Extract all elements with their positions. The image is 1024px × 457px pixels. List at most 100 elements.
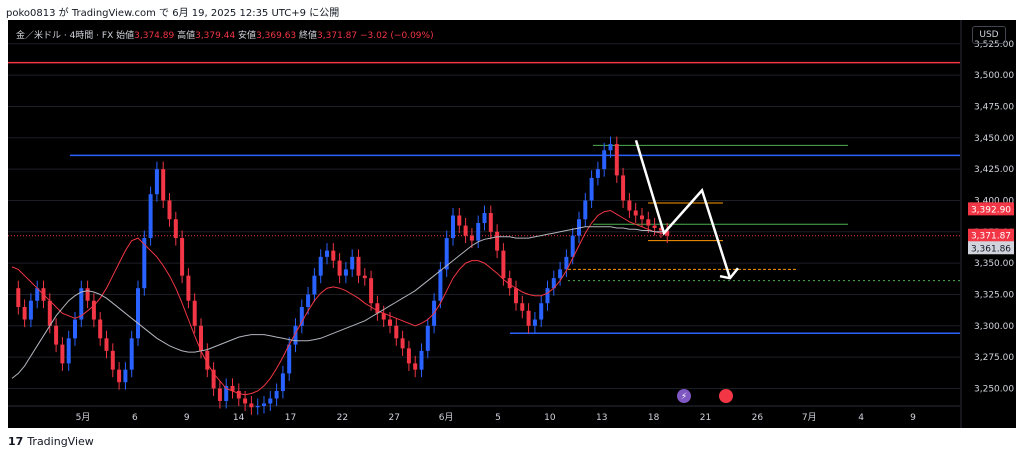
- candle-body: [551, 278, 556, 289]
- candle-body: [463, 225, 468, 236]
- y-tick-label: 3,275.00: [974, 353, 1014, 363]
- candle-body: [589, 177, 594, 201]
- candle-body: [451, 215, 455, 239]
- price-chart[interactable]: 金／米ドル · 4時間 · FX 始値3,374.89 高値3,379.44 安…: [8, 20, 1016, 428]
- candle-body: [54, 325, 59, 345]
- candle-body: [293, 325, 298, 345]
- candle-body: [570, 235, 575, 257]
- candle-body: [564, 256, 569, 270]
- us-flag-icon: [719, 389, 733, 403]
- price-label-level-a-box: [968, 202, 1014, 216]
- high-label: 高値: [177, 31, 196, 41]
- candle-body: [167, 200, 172, 220]
- candle-body: [595, 169, 600, 178]
- candle-body: [608, 144, 613, 151]
- candle-body: [482, 213, 487, 224]
- candle-body: [312, 275, 317, 295]
- y-tick-label: 3,425.00: [974, 165, 1014, 175]
- candle-body: [306, 294, 311, 307]
- y-tick-label: 3,325.00: [974, 290, 1014, 300]
- y-tick-label: 3,525.00: [974, 40, 1014, 50]
- candle-body: [91, 300, 96, 320]
- candle-body: [199, 325, 203, 351]
- candle-body: [621, 175, 626, 201]
- symbol-title[interactable]: 金／米ドル · 4時間 · FX: [16, 31, 114, 41]
- candle-body: [665, 230, 670, 236]
- candle-body: [514, 288, 518, 304]
- candle-body: [299, 306, 304, 326]
- candle-body: [331, 250, 336, 261]
- candle-body: [173, 219, 178, 239]
- candle-body: [501, 250, 506, 279]
- candle-body: [22, 306, 27, 320]
- candle-body: [249, 403, 254, 408]
- price-label-last: 3,371.87: [971, 232, 1011, 242]
- candle-body: [154, 169, 159, 195]
- candle-body: [457, 215, 462, 226]
- candle-body: [425, 325, 430, 351]
- open-label: 始値: [116, 31, 135, 41]
- candle-body: [243, 398, 248, 404]
- currency-button[interactable]: USD: [972, 26, 1006, 44]
- candle-body: [545, 288, 550, 304]
- tradingview-logo-icon: 17: [8, 435, 24, 448]
- x-tick-label: 21: [700, 413, 711, 423]
- candle-body: [35, 288, 40, 301]
- price-label-level-b-box: [968, 241, 1014, 255]
- candle-body: [438, 269, 443, 301]
- candle-body: [583, 200, 588, 220]
- candle-body: [369, 278, 374, 304]
- high-value: 3,379.44: [195, 31, 236, 41]
- candle-body: [318, 256, 323, 276]
- candle-body: [640, 215, 644, 220]
- candle-body: [287, 344, 292, 374]
- candle-body: [350, 256, 355, 270]
- footer-brand-text: TradingView: [27, 435, 94, 448]
- candle-body: [507, 278, 512, 289]
- candle-body: [646, 219, 651, 226]
- candle-body: [123, 369, 128, 383]
- price-label-level-b: 3,361.86: [971, 244, 1011, 254]
- candle-body: [577, 219, 581, 236]
- candle-body: [211, 369, 216, 389]
- candle-body: [614, 144, 619, 176]
- candle-body: [230, 385, 235, 391]
- y-tick-label: 3,475.00: [974, 102, 1014, 112]
- candle-body: [419, 350, 424, 370]
- event-marker-icon: [677, 389, 691, 403]
- ohlc-legend: 金／米ドル · 4時間 · FX 始値3,374.89 高値3,379.44 安…: [16, 28, 434, 41]
- candle-body: [520, 303, 525, 311]
- candle-body: [325, 250, 329, 257]
- footer-brand: 17 TradingView: [8, 435, 94, 448]
- candle-body: [658, 228, 663, 231]
- candle-body: [73, 319, 77, 339]
- x-tick-label: 6: [132, 413, 138, 423]
- candle-body: [217, 388, 222, 401]
- candle-body: [337, 260, 342, 276]
- y-tick-label: 3,250.00: [974, 384, 1014, 394]
- candle-body: [205, 350, 210, 370]
- x-tick-label: 9: [184, 413, 190, 423]
- candle-body: [488, 213, 493, 232]
- lightning-icon: ⚡: [681, 392, 687, 402]
- candle-body: [161, 169, 166, 201]
- candle-body: [192, 300, 197, 326]
- candle-body: [180, 238, 185, 276]
- x-tick-label: 4: [858, 413, 864, 423]
- candle-body: [129, 338, 134, 370]
- candle-body: [186, 275, 191, 301]
- price-label-level-a: 3,392.90: [971, 205, 1011, 215]
- change-value: −3.02 (−0.09%): [359, 31, 434, 41]
- chart-canvas[interactable]: 3,525.00 3,500.00 3,475.00 3,450.00 3,425.00…: [8, 20, 1016, 428]
- candle-body: [343, 269, 348, 276]
- x-tick-label: 13: [596, 413, 607, 423]
- candle-body: [66, 338, 71, 364]
- candle-body: [602, 150, 607, 170]
- candle-body: [627, 200, 632, 211]
- y-tick-label: 3,500.00: [974, 71, 1014, 81]
- candle-body: [476, 223, 481, 241]
- candle-body: [652, 225, 657, 229]
- candle-body: [413, 363, 418, 370]
- moving-average-line: [11, 226, 668, 379]
- candle-body: [394, 325, 399, 339]
